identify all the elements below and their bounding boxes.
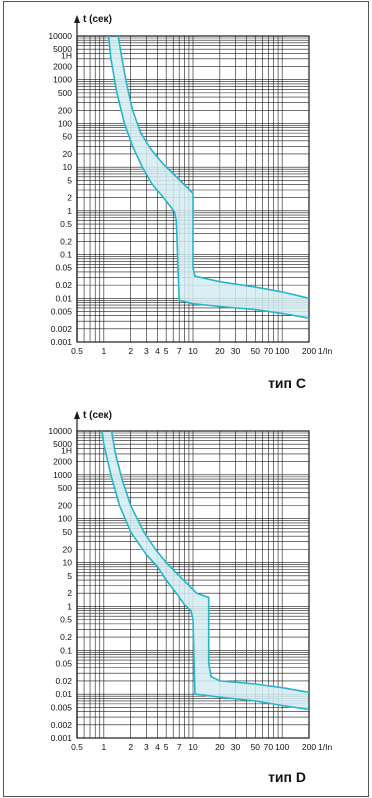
- y-tick-label: 0.001: [51, 337, 73, 347]
- x-tick-label: 50: [251, 346, 261, 356]
- y-tick-label: 1000: [53, 470, 72, 480]
- y-tick-label: 0.02: [55, 280, 72, 290]
- x-tick-label: 200: [302, 742, 316, 752]
- x-tick-label: 0.5: [71, 742, 83, 752]
- y-tick-label: 2000: [53, 457, 72, 467]
- x-tick-label: 1: [101, 742, 106, 752]
- curve-lower-boundary: [107, 35, 310, 319]
- y-tick-label: 1Н: [61, 445, 72, 455]
- y-tick-label: 1: [67, 601, 72, 611]
- curve-lower-boundary: [101, 430, 310, 711]
- chart-type-d: 0.001 0.002 0.005 0.01 0.02 0.05 0.1 0.2 0.5 1 2 5 1…: [48, 410, 332, 785]
- y-tick-label: 200: [58, 105, 72, 115]
- y-tick-label: 0.05: [55, 658, 72, 668]
- y-tick-label: 2: [67, 193, 72, 203]
- x-tick-label: 7: [177, 742, 182, 752]
- y-tick-label: 0.1: [60, 250, 72, 260]
- y-tick-label: 0.001: [51, 733, 73, 743]
- y-tick-label: 5: [67, 175, 72, 185]
- y-tick-label: 0.005: [51, 702, 73, 712]
- y-tick-label: 2: [67, 588, 72, 598]
- x-tick-label: 30: [231, 742, 241, 752]
- y-tick-label: 1000: [53, 75, 72, 85]
- x-tick-label: 100: [275, 742, 289, 752]
- y-tick-label: 10000: [48, 426, 72, 436]
- y-tick-label: 0.05: [55, 263, 72, 273]
- y-tick-label: 0.2: [60, 632, 72, 642]
- x-tick-label: 4: [155, 742, 160, 752]
- y-axis-arrow: [74, 15, 80, 23]
- y-tick-label: 500: [58, 88, 72, 98]
- x-tick-label: 10: [188, 742, 198, 752]
- y-tick-label: 0.01: [55, 689, 72, 699]
- y-tick-label: 50: [63, 527, 73, 537]
- y-tick-label: 5: [67, 571, 72, 581]
- x-tick-label: 20: [215, 742, 225, 752]
- frame-border: [3, 1, 369, 797]
- x-tick-label: 2: [128, 346, 133, 356]
- x-tick-label: 2: [128, 742, 133, 752]
- y-tick-label: 1: [67, 206, 72, 216]
- x-tick-label: 70: [264, 346, 274, 356]
- y-axis-title: t (сек): [83, 14, 112, 25]
- x-axis-title: 1/In: [318, 742, 332, 752]
- x-tick-label: 4: [155, 346, 160, 356]
- chart-type-label: тип D: [268, 769, 306, 785]
- x-tick-label: 200: [302, 346, 316, 356]
- y-axis-arrow: [74, 411, 80, 419]
- y-tick-label: 0.002: [51, 324, 73, 334]
- x-tick-label: 7: [177, 346, 182, 356]
- y-axis-title: t (сек): [83, 410, 112, 421]
- y-tick-label: 0.5: [60, 219, 72, 229]
- x-tick-label: 20: [215, 346, 225, 356]
- x-tick-label: 5: [164, 346, 169, 356]
- y-tick-label: 10000: [48, 31, 72, 41]
- x-tick-label: 10: [188, 346, 198, 356]
- y-tick-label: 20: [63, 544, 73, 554]
- y-tick-label: 50: [63, 132, 73, 142]
- chart-type-c: 0.001 0.002 0.005 0.01 0.02 0.05 0.1 0.2 0.5 1 2 5 1…: [48, 14, 332, 391]
- y-tick-label: 10: [63, 162, 73, 172]
- y-tick-label: 0.1: [60, 645, 72, 655]
- y-tick-label: 1Н: [61, 50, 72, 60]
- y-tick-label: 10: [63, 558, 73, 568]
- x-tick-label: 3: [144, 742, 149, 752]
- y-tick-label: 0.005: [51, 306, 73, 316]
- y-tick-label: 0.02: [55, 676, 72, 686]
- y-tick-label: 2000: [53, 62, 72, 72]
- x-tick-label: 0.5: [71, 346, 83, 356]
- tripping-band-area: [101, 431, 310, 710]
- y-tick-label: 0.5: [60, 615, 72, 625]
- y-tick-label: 0.002: [51, 720, 73, 730]
- x-tick-label: 3: [144, 346, 149, 356]
- x-tick-label: 100: [275, 346, 289, 356]
- y-tick-label: 500: [58, 483, 72, 493]
- y-tick-label: 20: [63, 149, 73, 159]
- y-tick-label: 0.01: [55, 293, 72, 303]
- x-tick-label: 50: [251, 742, 261, 752]
- y-tick-label: 5000: [53, 439, 72, 449]
- curve-upper-boundary: [117, 35, 310, 300]
- y-tick-label: 5000: [53, 44, 72, 54]
- curve-upper-boundary: [110, 430, 310, 694]
- x-axis-title: 1/In: [318, 346, 332, 356]
- x-tick-label: 5: [164, 742, 169, 752]
- y-tick-label: 100: [58, 118, 72, 128]
- x-tick-label: 1: [101, 346, 106, 356]
- chart-type-label: тип C: [268, 375, 306, 391]
- y-tick-label: 0.2: [60, 236, 72, 246]
- x-tick-label: 70: [264, 742, 274, 752]
- x-tick-label: 30: [231, 346, 241, 356]
- y-tick-label: 100: [58, 514, 72, 524]
- y-tick-label: 200: [58, 501, 72, 511]
